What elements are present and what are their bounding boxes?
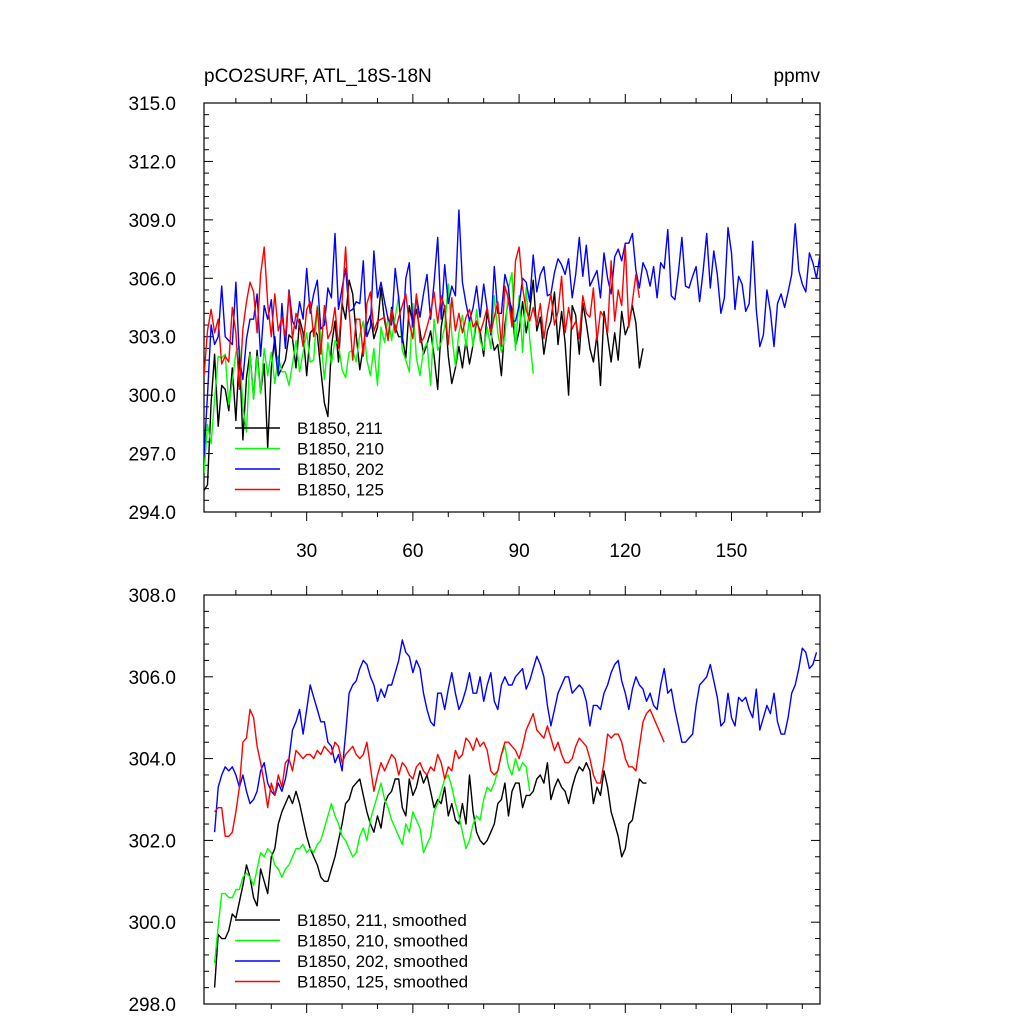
- series-line-b1850-125-smoothed: [214, 708, 665, 837]
- series-line-b1850-211: [204, 279, 644, 491]
- legend-label-b1850-202-smoothed: B1850, 202, smoothed: [297, 952, 468, 971]
- y-tick-label: 303.0: [128, 328, 176, 349]
- y-tick-label: 297.0: [128, 445, 176, 466]
- x-tick-label: 90: [509, 541, 530, 562]
- series-line-b1850-202: [204, 209, 820, 456]
- top-panel: 294.0 297.0 300.0 303.0 306.0 309.0 312.0 315.0…: [128, 94, 821, 562]
- chart-title: pCO2SURF, ATL_18S-18N: [204, 66, 432, 87]
- series-line-b1850-125: [204, 244, 641, 390]
- y-tick-label: 312.0: [128, 152, 176, 173]
- bottom-legend: B1850, 211, smoothed B1850, 210, smoothed…: [235, 911, 468, 992]
- bottom-panel: 298.0 300.0 302.0 304.0 306.0 308.0 B1850, 21…: [128, 586, 821, 1016]
- series-line-b1850-211-smoothed: [213, 762, 647, 988]
- legend-label-b1850-210-smoothed: B1850, 210, smoothed: [297, 932, 468, 951]
- series-line-b1850-210-smoothed: [213, 745, 531, 964]
- y-tick-label: 294.0: [128, 503, 176, 524]
- y-tick-label: 306.0: [128, 269, 176, 290]
- top-axis-ticks: [204, 94, 820, 521]
- y-tick-label: 308.0: [128, 586, 176, 607]
- x-tick-label: 120: [609, 541, 641, 562]
- units-label: ppmv: [774, 66, 821, 87]
- bottom-series-lines: [213, 639, 818, 988]
- legend-label-b1850-210: B1850, 210: [297, 440, 384, 459]
- y-tick-label: 315.0: [128, 94, 176, 115]
- x-tick-label: 30: [296, 541, 317, 562]
- bottom-axis-labels: 298.0 300.0 302.0 304.0 306.0 308.0: [128, 586, 176, 1016]
- legend-label-b1850-211: B1850, 211: [297, 419, 383, 438]
- legend-label-b1850-125-smoothed: B1850, 125, smoothed: [297, 973, 468, 992]
- x-tick-label: 150: [716, 541, 748, 562]
- series-line-b1850-202-smoothed: [213, 639, 818, 833]
- top-series-lines: [204, 209, 820, 491]
- top-plot-frame: [203, 102, 821, 513]
- y-tick-label: 306.0: [128, 668, 176, 689]
- y-tick-label: 298.0: [128, 995, 176, 1016]
- bottom-plot-frame: [203, 594, 821, 1005]
- top-axis-labels: 294.0 297.0 300.0 303.0 306.0 309.0 312.0 315.0…: [128, 94, 747, 562]
- x-tick-label: 60: [402, 541, 423, 562]
- y-tick-label: 300.0: [128, 913, 176, 934]
- y-tick-label: 302.0: [128, 831, 176, 852]
- legend-label-b1850-125: B1850, 125: [297, 481, 384, 500]
- y-tick-label: 300.0: [128, 386, 176, 407]
- y-tick-label: 304.0: [128, 750, 176, 771]
- legend-label-b1850-211-smoothed: B1850, 211, smoothed: [297, 911, 467, 930]
- bottom-axis-ticks: [204, 586, 820, 1013]
- y-tick-label: 309.0: [128, 211, 176, 232]
- legend-label-b1850-202: B1850, 202: [297, 460, 384, 479]
